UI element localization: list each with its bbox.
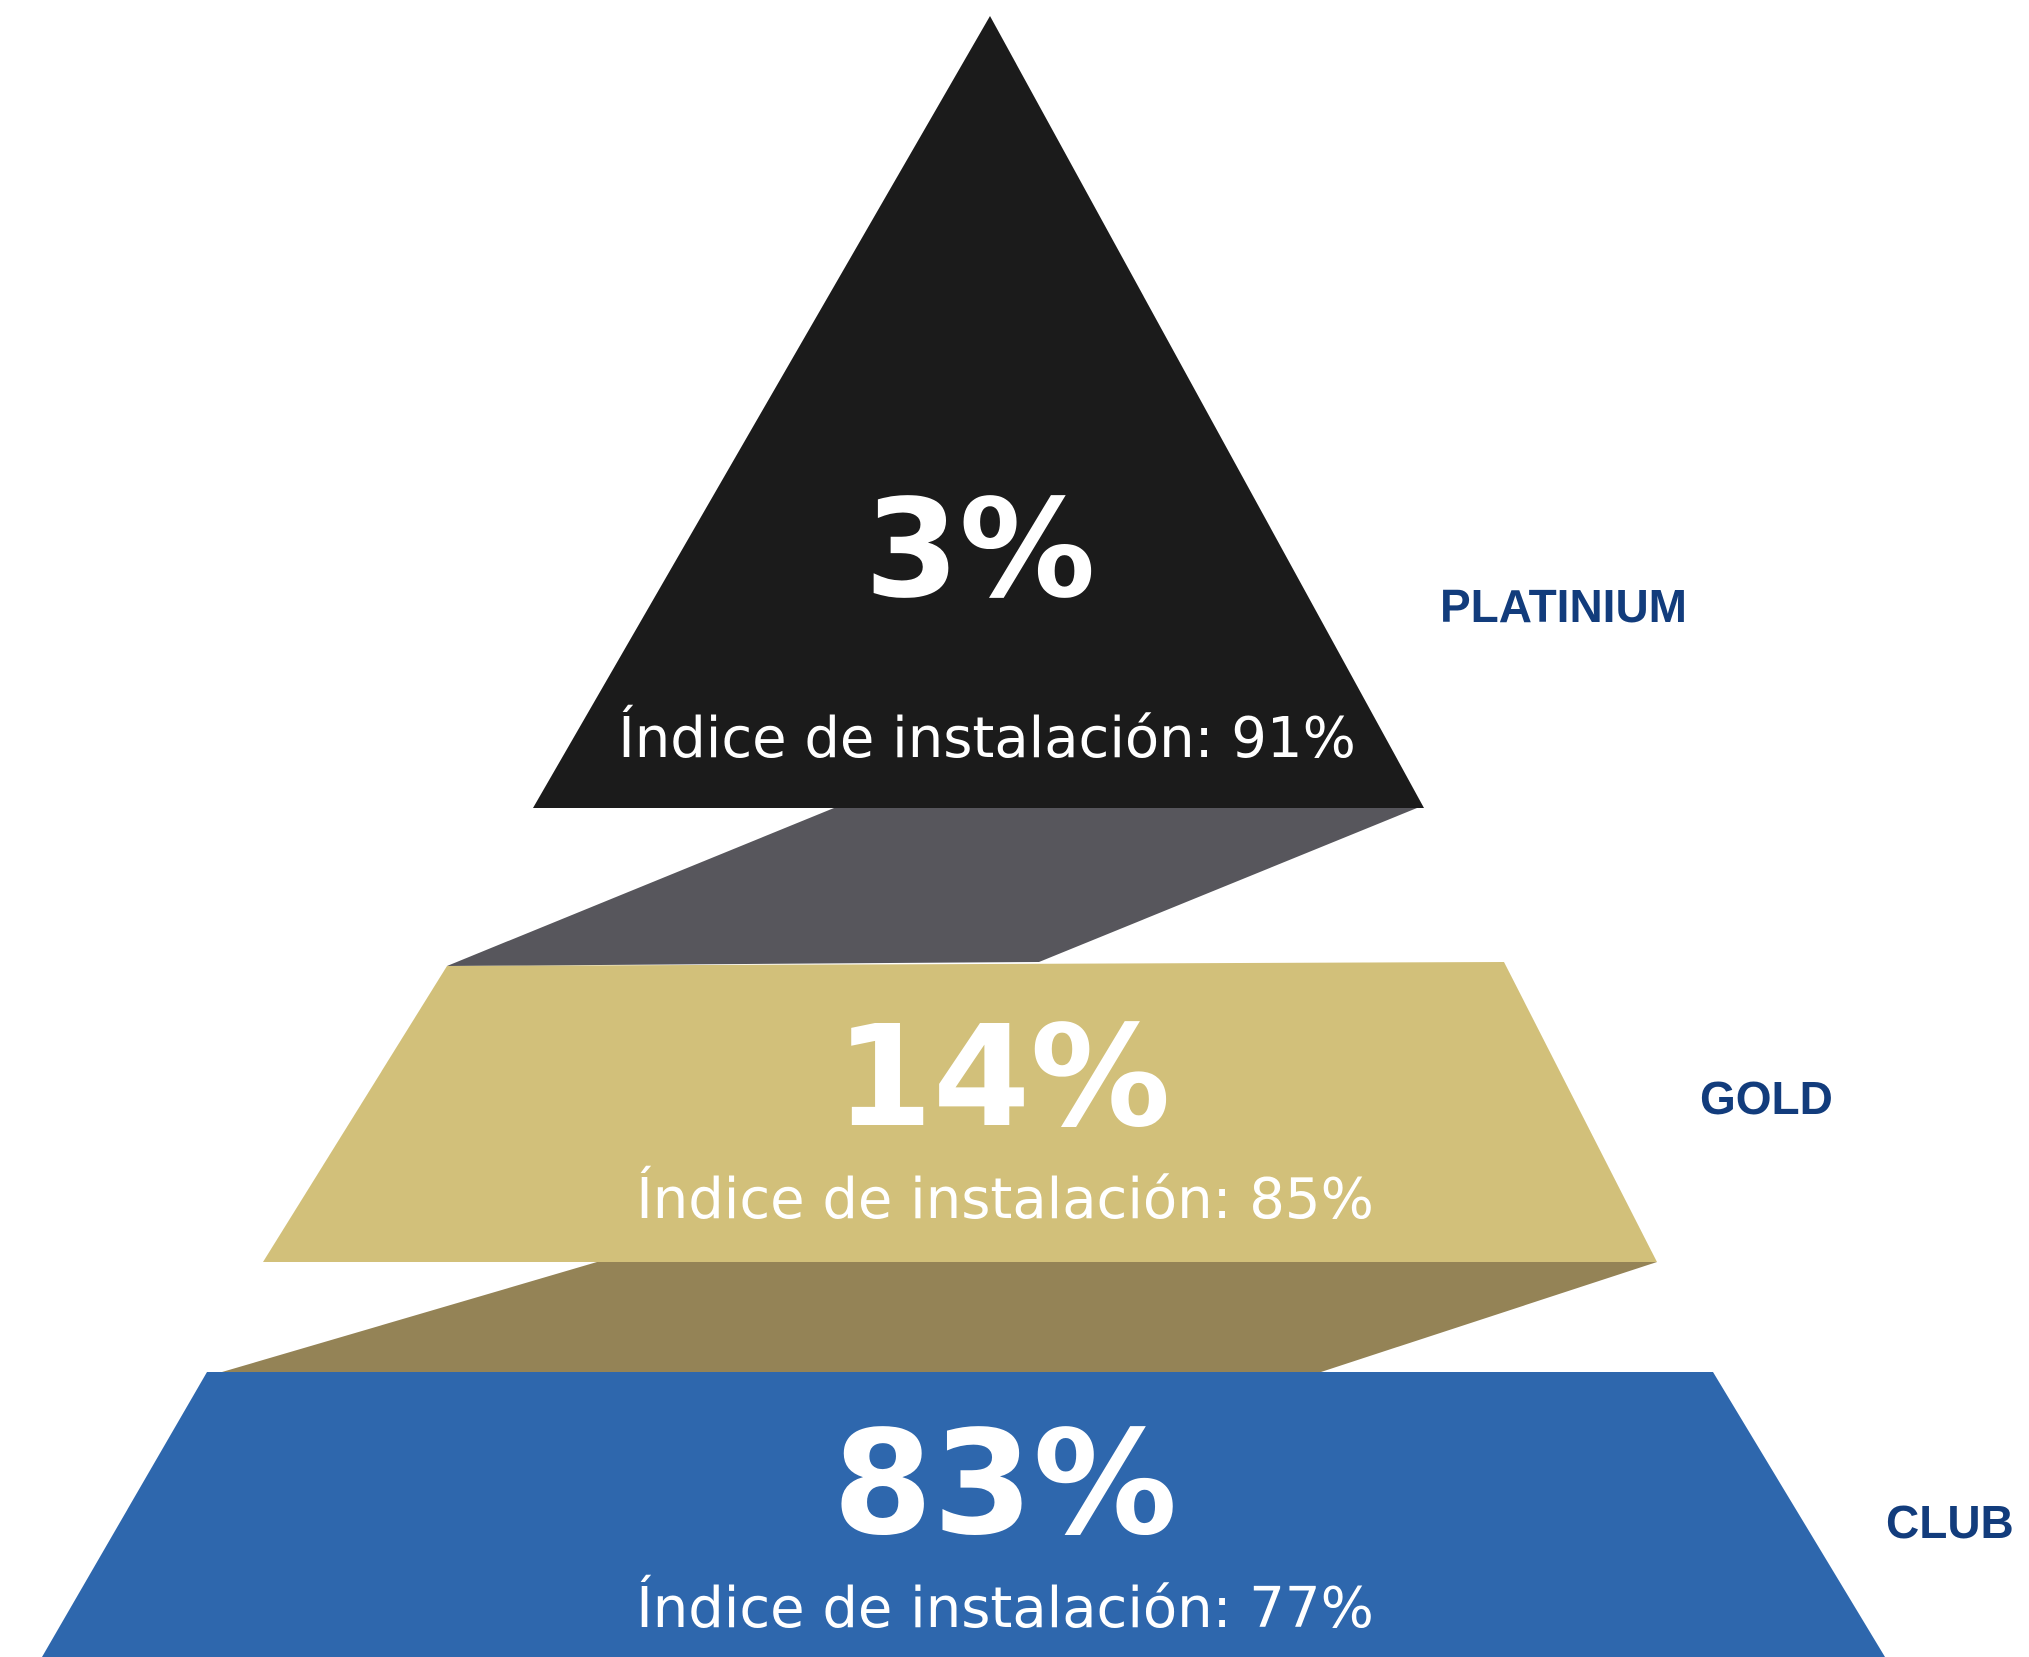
gold-share: 14% [835, 996, 1170, 1159]
club-install-rate: Índice de instalación: 77% [636, 1575, 1374, 1641]
gold-install-rate: Índice de instalación: 85% [636, 1166, 1374, 1232]
gold-label: GOLD [1700, 1072, 1833, 1124]
club-share: 83% [833, 1399, 1178, 1567]
platinium-tier-shape [533, 16, 1424, 808]
platinium-depth-face [447, 808, 1417, 966]
gold-depth-face [222, 1262, 1657, 1372]
club-label: CLUB [1886, 1496, 2014, 1548]
platinium-label: PLATINIUM [1440, 580, 1687, 632]
gold-tier-shape [263, 962, 1657, 1262]
club-tier-shape [42, 1372, 1885, 1657]
platinium-install-rate: Índice de instalación: 91% [618, 705, 1356, 771]
platinium-share: 3% [865, 471, 1096, 629]
